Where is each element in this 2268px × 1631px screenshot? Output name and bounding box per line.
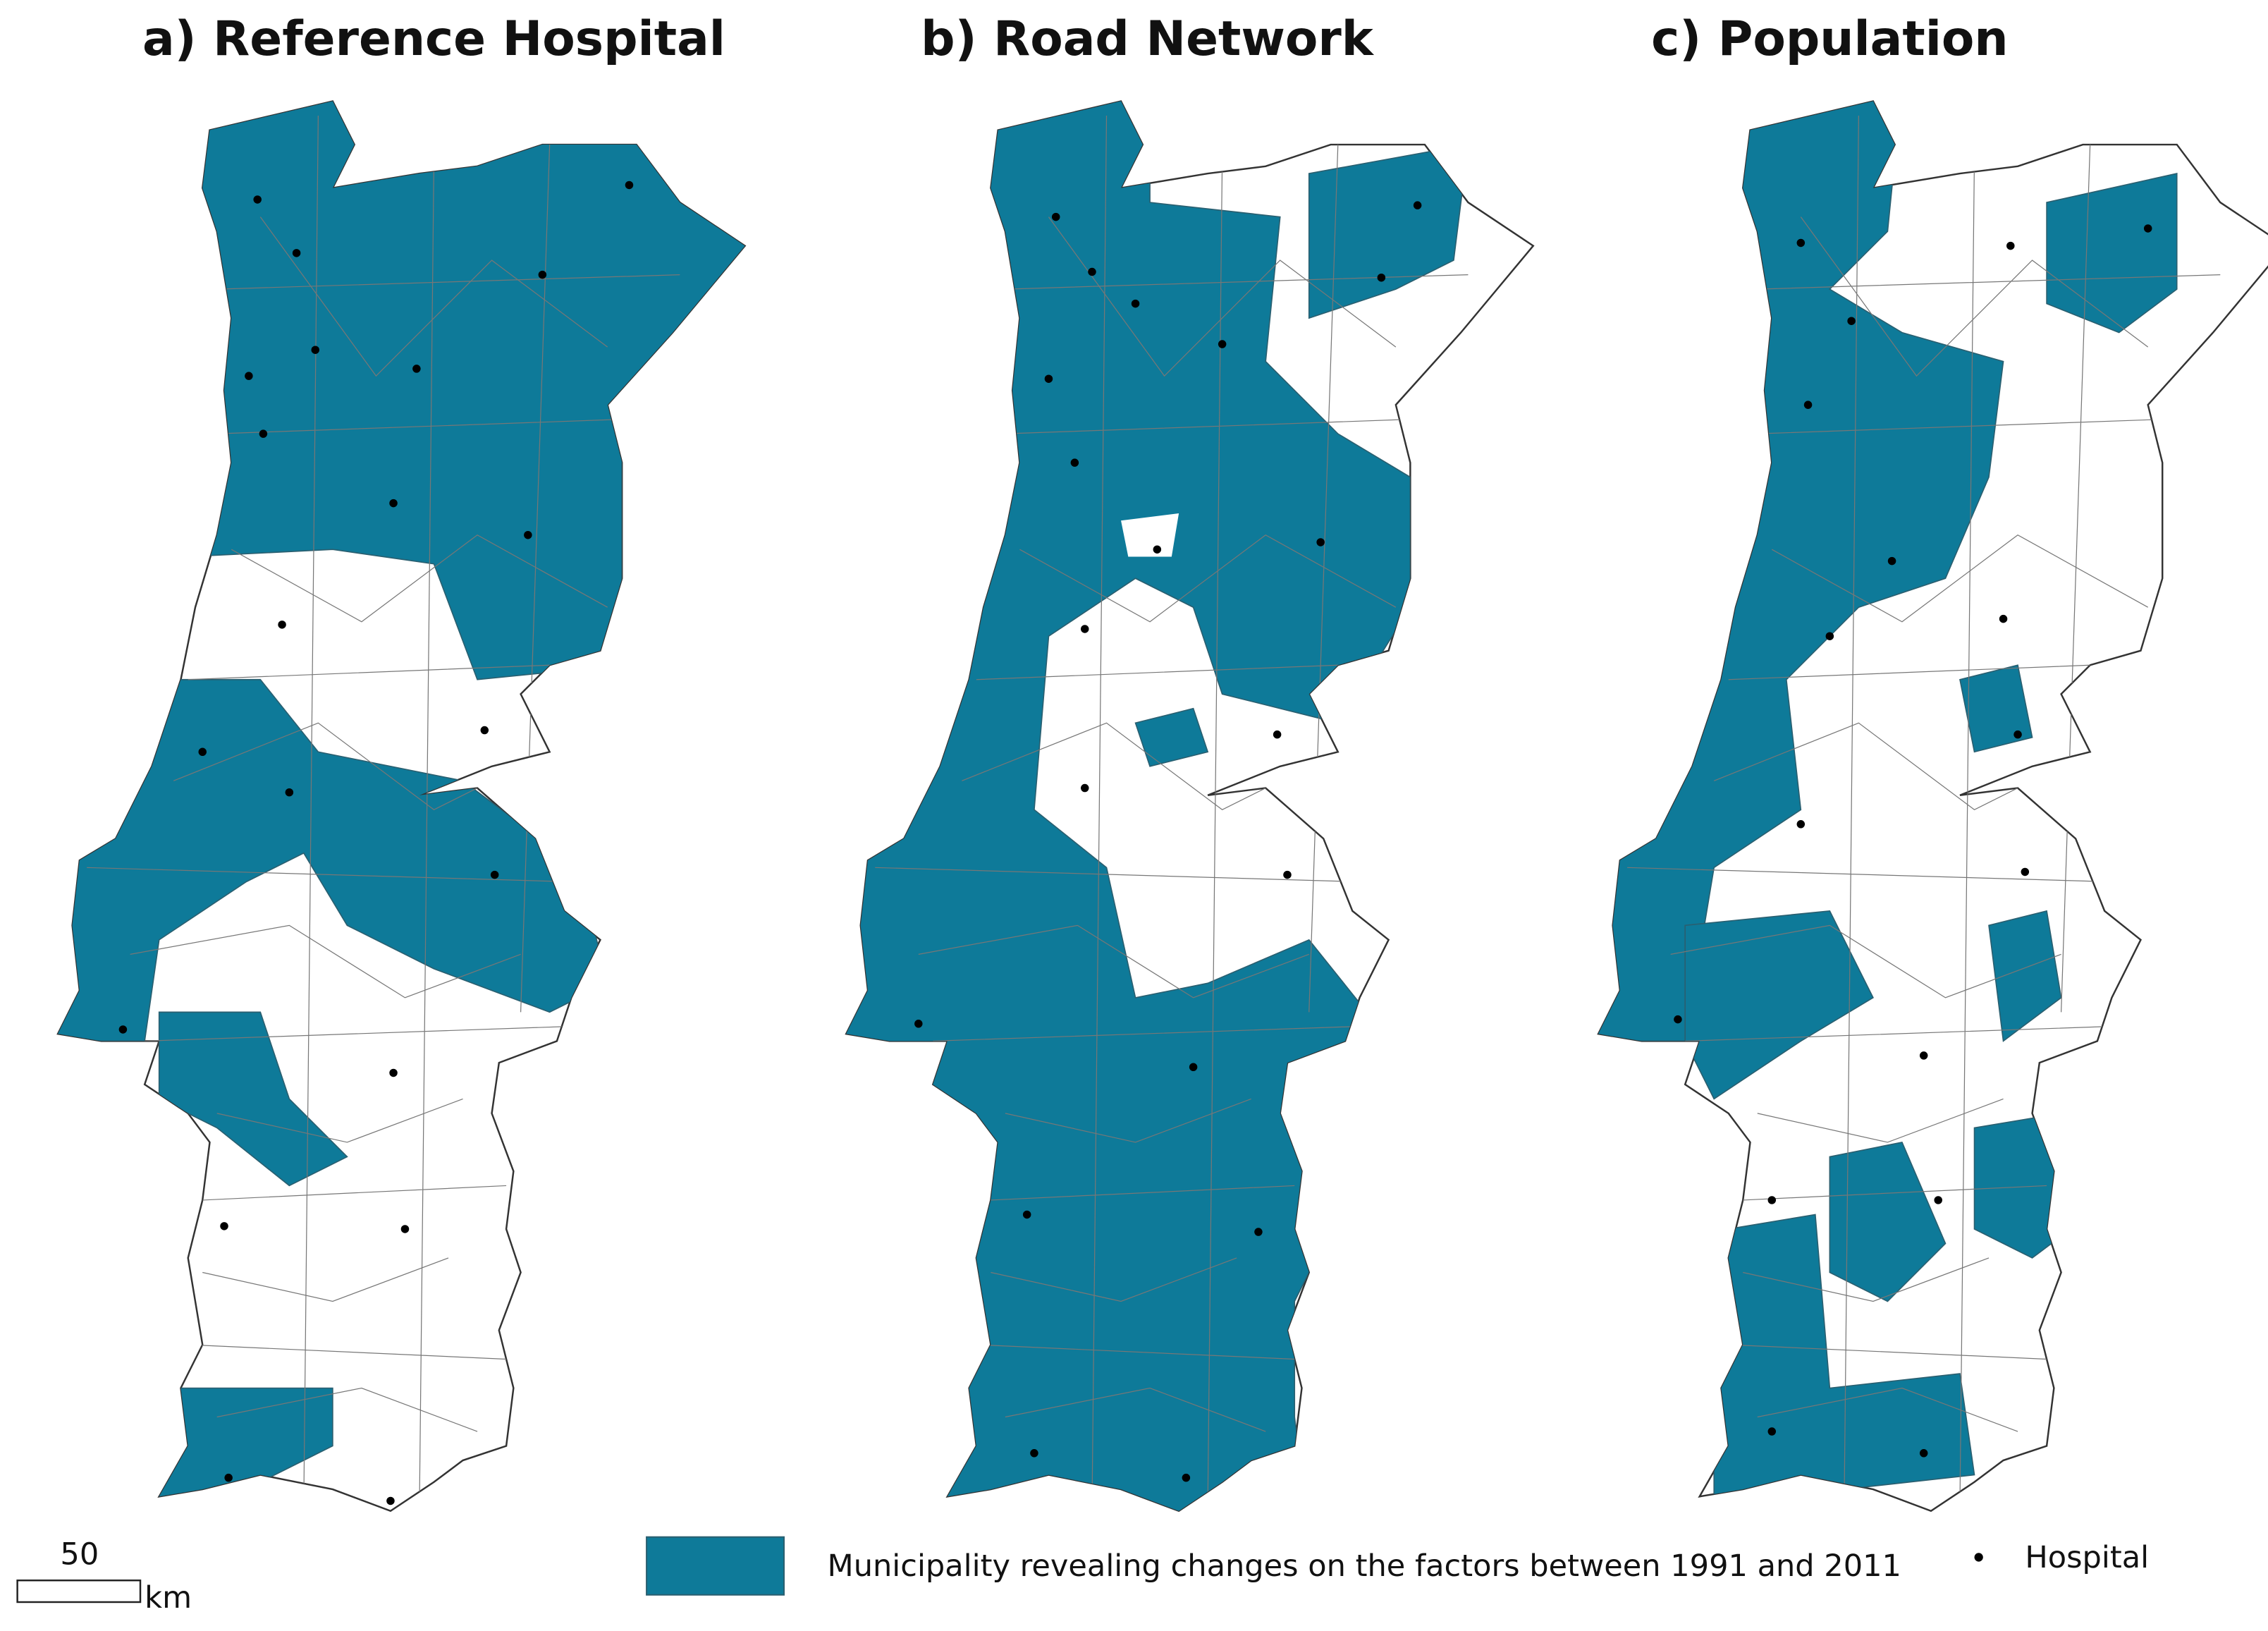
unchanged-hole — [1121, 513, 1179, 557]
hospital-dot — [1254, 1228, 1263, 1236]
scale-value: 50 — [60, 1537, 99, 1572]
hospital-dot — [253, 195, 262, 204]
hospital-dot — [389, 499, 398, 508]
hospital-dot — [389, 1068, 398, 1077]
legend: Municipality revealing changes on the fa… — [646, 1536, 2149, 1596]
hospital-dot — [1080, 625, 1089, 633]
hospital-dot — [1182, 1473, 1191, 1482]
hospital-dot — [2143, 224, 2152, 233]
hospital-dot — [538, 270, 547, 279]
hospital-dot — [259, 429, 268, 438]
region — [1988, 910, 2062, 1042]
panel-title: b) Road Network — [921, 11, 1375, 66]
hospital-dot — [224, 1473, 233, 1482]
hospital-dot — [1022, 1210, 1031, 1219]
hospital-dot — [118, 1025, 128, 1034]
hospital-dot — [1999, 614, 2008, 623]
hospital-dot — [1218, 340, 1227, 348]
hospital-dot — [2021, 867, 2030, 876]
region — [1973, 1112, 2091, 1259]
hospital-dot — [1847, 317, 1856, 325]
hospital-dot — [245, 372, 253, 380]
hospital-dot — [1674, 1015, 1682, 1024]
hospital-dot — [914, 1020, 923, 1028]
legend-label: Municipality revealing changes on the fa… — [828, 1548, 1901, 1584]
hospital-dot — [220, 1222, 228, 1230]
hospitals — [1674, 224, 2152, 1458]
hospital-dot — [2013, 730, 2022, 739]
hospital-dot — [1044, 374, 1053, 383]
hospital-dot — [480, 726, 489, 735]
hospital-dot — [1767, 1196, 1777, 1204]
scale-unit: km — [145, 1580, 192, 1615]
hospital-dot — [198, 747, 207, 757]
hospital-dot — [1030, 1449, 1038, 1458]
map-panel-c — [1597, 100, 2268, 1513]
hospital-dot — [1796, 820, 1806, 829]
hospital-dot — [1316, 538, 1325, 546]
hospital-dot — [1767, 1427, 1777, 1436]
scale-bar: 50 km — [16, 1537, 192, 1615]
hospital-dot — [1413, 201, 1422, 209]
hospital-dot — [490, 870, 499, 879]
hospital-dot — [1088, 267, 1096, 276]
hospital-dot — [285, 788, 294, 797]
hospital-dot — [1803, 401, 1813, 409]
region — [1829, 1141, 1947, 1302]
hospital-dot — [1377, 273, 1386, 282]
scale-rect — [16, 1580, 142, 1603]
hospital-dot — [400, 1225, 410, 1233]
legend-dot — [1974, 1553, 1983, 1562]
hospitals — [118, 181, 634, 1505]
hospital-dot — [292, 249, 301, 257]
map-panel-a — [56, 100, 746, 1513]
hospital-dot — [412, 365, 421, 373]
hospital-dot — [524, 530, 532, 539]
hospital-dot — [1887, 556, 1896, 566]
legend-label: Hospital — [2025, 1540, 2149, 1575]
legend-swatch — [646, 1536, 785, 1596]
region — [158, 1387, 333, 1505]
map-panel-b — [845, 100, 1534, 1513]
panel-title: c) Population — [1651, 11, 2009, 66]
hospital-dot — [278, 621, 286, 629]
changed-regions — [1598, 101, 2221, 1505]
hospital-dot — [1796, 238, 1806, 248]
hospital-dot — [1131, 299, 1140, 308]
panel-title: a) Reference Hospital — [142, 11, 725, 66]
hospital-dot — [1934, 1196, 1942, 1204]
hospital-dot — [1153, 545, 1162, 554]
hospital-dot — [1273, 730, 1282, 739]
hospital-dot — [1825, 632, 1834, 640]
hospital-dot — [386, 1496, 395, 1505]
changed-regions — [58, 101, 745, 1505]
hospital-dot — [1919, 1449, 1928, 1458]
region — [2046, 173, 2178, 334]
hospital-dot — [2006, 241, 2015, 250]
hospital-dot — [625, 181, 634, 190]
hospital-dot — [1070, 458, 1079, 467]
hospital-dot — [1051, 212, 1060, 221]
hospitals — [914, 201, 1422, 1482]
hospital-dot — [1919, 1051, 1928, 1060]
hospital-dot — [311, 346, 320, 354]
hospital-dot — [1189, 1063, 1198, 1072]
region — [58, 678, 608, 1042]
hospital-dot — [1080, 783, 1089, 793]
hospital-dot — [1283, 870, 1292, 879]
region — [1959, 664, 2033, 753]
